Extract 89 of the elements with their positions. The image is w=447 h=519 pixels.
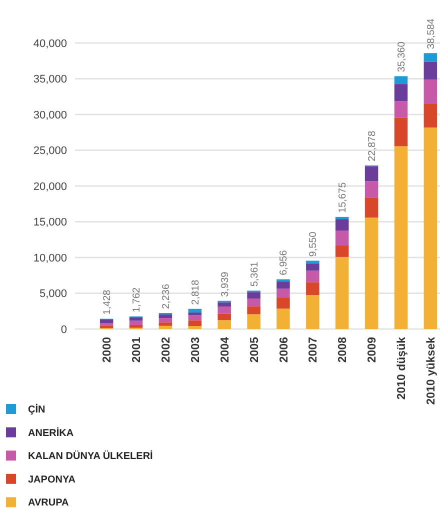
bar xyxy=(276,308,290,329)
bar xyxy=(188,320,202,326)
bar xyxy=(218,306,231,314)
x-tick-label: 2003 xyxy=(190,337,202,363)
y-tick-label: 40,000 xyxy=(33,38,67,50)
bar xyxy=(247,306,260,314)
bar xyxy=(335,256,349,329)
bar xyxy=(158,314,172,318)
bar xyxy=(394,84,408,102)
total-label: 2,236 xyxy=(160,284,172,310)
bar xyxy=(424,127,438,329)
legend-label: ANERİKA xyxy=(28,426,74,439)
total-label: 1,762 xyxy=(132,286,143,312)
bar xyxy=(364,166,378,182)
bar xyxy=(306,264,320,271)
y-tick-label: 35,000 xyxy=(33,74,67,86)
y-tick-label: 0 xyxy=(60,324,67,336)
legend-label: AVRUPA xyxy=(28,498,69,509)
x-tick-label: 2007 xyxy=(308,337,320,363)
x-tick-label: 2009 xyxy=(366,337,379,363)
bar xyxy=(158,326,172,329)
legend-label: KALAN DÜNYA ÜLKELERİ xyxy=(28,450,154,462)
bar xyxy=(394,76,408,84)
y-tick-label: 15,000 xyxy=(33,216,67,229)
bar xyxy=(247,298,260,306)
bar xyxy=(247,314,260,329)
x-tick-label: 2010 düşük xyxy=(396,336,408,400)
bar xyxy=(247,292,260,299)
bar xyxy=(335,216,349,220)
bar xyxy=(364,218,378,329)
bar xyxy=(218,320,231,329)
bar xyxy=(100,320,114,324)
bar xyxy=(424,80,438,104)
x-tick-label: 2006 xyxy=(278,337,290,363)
bar xyxy=(188,312,202,316)
total-label: 5,361 xyxy=(249,261,260,287)
x-tick-label: 2004 xyxy=(219,336,232,363)
total-label: 9,550 xyxy=(308,231,320,257)
bar xyxy=(188,308,202,312)
bar xyxy=(335,230,349,246)
bar xyxy=(218,314,231,320)
bar xyxy=(100,326,114,328)
bar xyxy=(306,295,320,329)
total-label: 22,878 xyxy=(367,130,378,162)
bar xyxy=(158,318,172,322)
y-tick-label: 25,000 xyxy=(33,145,67,158)
bar xyxy=(424,103,438,128)
x-tick-label: 2001 xyxy=(131,336,144,363)
x-tick-label: 2008 xyxy=(337,336,350,363)
x-tick-label: 2002 xyxy=(160,337,172,363)
bar xyxy=(364,181,378,198)
x-tick-label: 2005 xyxy=(248,336,261,363)
total-label: 38,584 xyxy=(426,18,437,50)
total-label: 15,675 xyxy=(338,182,349,213)
bar xyxy=(424,53,438,62)
bar xyxy=(276,281,290,289)
y-tick-label: 5,000 xyxy=(39,288,67,300)
x-tick-label: 2000 xyxy=(102,337,114,363)
bar xyxy=(424,62,438,80)
bar xyxy=(188,315,202,320)
bar xyxy=(100,323,114,326)
bar xyxy=(394,146,408,329)
total-label: 2,818 xyxy=(190,279,202,305)
y-tick-label: 20,000 xyxy=(33,180,67,193)
bar xyxy=(364,198,378,218)
bar xyxy=(394,101,408,118)
bar xyxy=(158,322,172,326)
y-tick-label: 30,000 xyxy=(33,109,67,122)
bar xyxy=(335,246,349,257)
bar xyxy=(306,270,320,282)
bar xyxy=(276,297,290,309)
total-label: 1,428 xyxy=(102,289,114,315)
bar xyxy=(335,219,349,231)
bar xyxy=(129,317,143,321)
legend-label: JAPONYA xyxy=(28,474,76,486)
bar xyxy=(276,288,290,298)
x-tick-label: 2010 yüksek xyxy=(425,336,438,405)
y-tick-label: 10,000 xyxy=(33,252,67,264)
bar xyxy=(129,320,143,325)
legend-label: ÇİN xyxy=(28,404,46,416)
total-label: 6,956 xyxy=(278,250,290,276)
total-label: 35,360 xyxy=(396,41,408,72)
bar xyxy=(394,118,408,146)
bar xyxy=(218,302,231,307)
bar xyxy=(129,324,143,328)
bar xyxy=(188,326,202,329)
total-label: 3,939 xyxy=(220,271,231,297)
bar xyxy=(306,282,320,296)
bar xyxy=(306,260,320,264)
